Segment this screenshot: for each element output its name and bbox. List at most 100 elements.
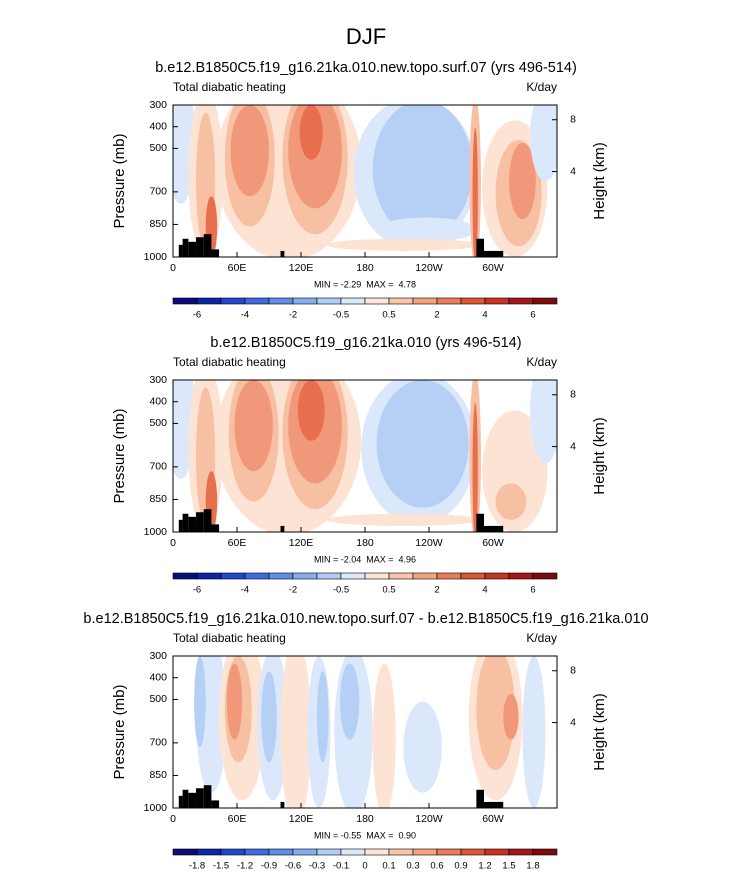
colorbar-box xyxy=(436,297,462,305)
y2-tick-label: 8 xyxy=(570,114,576,126)
colorbar-label: -6 xyxy=(193,310,201,321)
y-axis-title: Pressure (mb) xyxy=(111,684,128,779)
colorbar-box xyxy=(316,848,342,856)
terrain xyxy=(182,513,189,532)
colorbar-box xyxy=(340,848,366,856)
colorbar-label: 0.5 xyxy=(382,585,395,596)
colorbar-label: -0.6 xyxy=(285,861,301,872)
terrain xyxy=(196,237,204,257)
y-axis-title: Pressure (mb) xyxy=(111,133,128,228)
x-tick-label: 120E xyxy=(289,262,314,274)
y-tick-label: 400 xyxy=(149,120,167,132)
colorbar-box xyxy=(436,848,462,856)
colorbar-label: -0.3 xyxy=(309,861,325,872)
y-tick-label: 850 xyxy=(149,769,167,781)
x-tick-label: 60W xyxy=(482,537,504,549)
y-tick-label: 500 xyxy=(149,142,167,154)
colorbar-box xyxy=(436,572,462,580)
colorbar-label: 2 xyxy=(434,585,439,596)
colorbar-box xyxy=(484,848,510,856)
y2-tick-label: 4 xyxy=(570,440,576,452)
colorbar-label: -2 xyxy=(289,585,297,596)
panel-title: b.e12.B1850C5.f19_g16.21ka.010.new.topo.… xyxy=(83,611,648,627)
colorbar-label: 0.5 xyxy=(382,310,395,321)
contour-field xyxy=(173,380,557,532)
colorbar-label: 1.5 xyxy=(502,861,515,872)
y2-axis-title: Height (km) xyxy=(591,693,608,771)
x-tick-label: 0 xyxy=(170,813,176,825)
contour-region xyxy=(372,105,473,238)
contour-region xyxy=(522,656,546,808)
colorbar-box xyxy=(340,572,366,580)
x-tick-label: 120W xyxy=(415,537,443,549)
colorbar-box xyxy=(388,572,414,580)
colorbar-label: -0.5 xyxy=(333,310,349,321)
x-tick-label: 120E xyxy=(289,813,314,825)
colorbar-label: 1.8 xyxy=(526,861,539,872)
y2-axis-title: Height (km) xyxy=(591,142,608,220)
colorbar-label: -0.5 xyxy=(333,585,349,596)
colorbar-label: -4 xyxy=(241,585,249,596)
colorbar-box xyxy=(172,848,198,856)
x-tick-label: 60E xyxy=(228,537,247,549)
colorbar-box xyxy=(268,572,294,580)
colorbar-box xyxy=(364,848,390,856)
colorbar-label: -2 xyxy=(289,310,297,321)
terrain xyxy=(188,792,197,808)
terrain xyxy=(203,234,212,257)
units-label: K/day xyxy=(526,80,557,94)
colorbar-box xyxy=(196,572,222,580)
y-axis-title: Pressure (mb) xyxy=(111,408,128,503)
contour-region xyxy=(372,663,396,808)
y2-tick-label: 8 xyxy=(570,389,576,401)
colorbar-box xyxy=(532,297,558,305)
colorbar-label: -0.1 xyxy=(333,861,349,872)
colorbar-box xyxy=(460,572,486,580)
colorbar-box xyxy=(268,297,294,305)
y-tick-label: 700 xyxy=(149,461,167,473)
contour-region xyxy=(530,105,557,181)
panel-title: b.e12.B1850C5.f19_g16.21ka.010 (yrs 496-… xyxy=(210,335,521,351)
contour-region xyxy=(340,663,360,740)
terrain xyxy=(182,238,189,257)
y-tick-label: 850 xyxy=(149,218,167,230)
x-tick-label: 60E xyxy=(228,813,247,825)
colorbar-box xyxy=(532,572,558,580)
min-max-stats: MIN = -2.04 MAX = 4.96 xyxy=(314,554,416,564)
terrain xyxy=(211,249,220,257)
colorbar-box xyxy=(364,572,390,580)
panel-title: b.e12.B1850C5.f19_g16.21ka.010.new.topo.… xyxy=(155,60,577,76)
terrain xyxy=(280,801,285,808)
x-tick-label: 0 xyxy=(170,537,176,549)
contour-region xyxy=(226,663,243,740)
colorbar-box xyxy=(196,297,222,305)
colorbar-box xyxy=(340,297,366,305)
terrain xyxy=(188,241,197,257)
terrain xyxy=(211,524,220,532)
contour-region xyxy=(234,380,273,472)
y2-tick-label: 4 xyxy=(570,716,576,728)
y-tick-label: 700 xyxy=(149,186,167,198)
contour-region xyxy=(376,380,469,508)
x-tick-label: 60E xyxy=(228,262,247,274)
colorbar-box xyxy=(244,572,270,580)
field-label: Total diabatic heating xyxy=(173,80,286,94)
field-label: Total diabatic heating xyxy=(173,631,286,645)
colorbar-label: -6 xyxy=(193,585,201,596)
terrain xyxy=(203,509,212,532)
terrain xyxy=(178,795,183,808)
contour-region xyxy=(261,671,277,763)
y-tick-label: 300 xyxy=(149,650,167,662)
terrain xyxy=(178,244,183,257)
x-tick-label: 120W xyxy=(415,262,443,274)
colorbar-label: -1.2 xyxy=(237,861,253,872)
y-tick-label: 1000 xyxy=(144,526,168,538)
colorbar-label: 6 xyxy=(530,585,535,596)
contour-region xyxy=(194,656,206,748)
contour-field xyxy=(173,656,557,808)
colorbar-box xyxy=(484,572,510,580)
colorbar-box xyxy=(388,848,414,856)
contour-region xyxy=(376,217,477,242)
colorbar-label: 0.6 xyxy=(430,861,443,872)
